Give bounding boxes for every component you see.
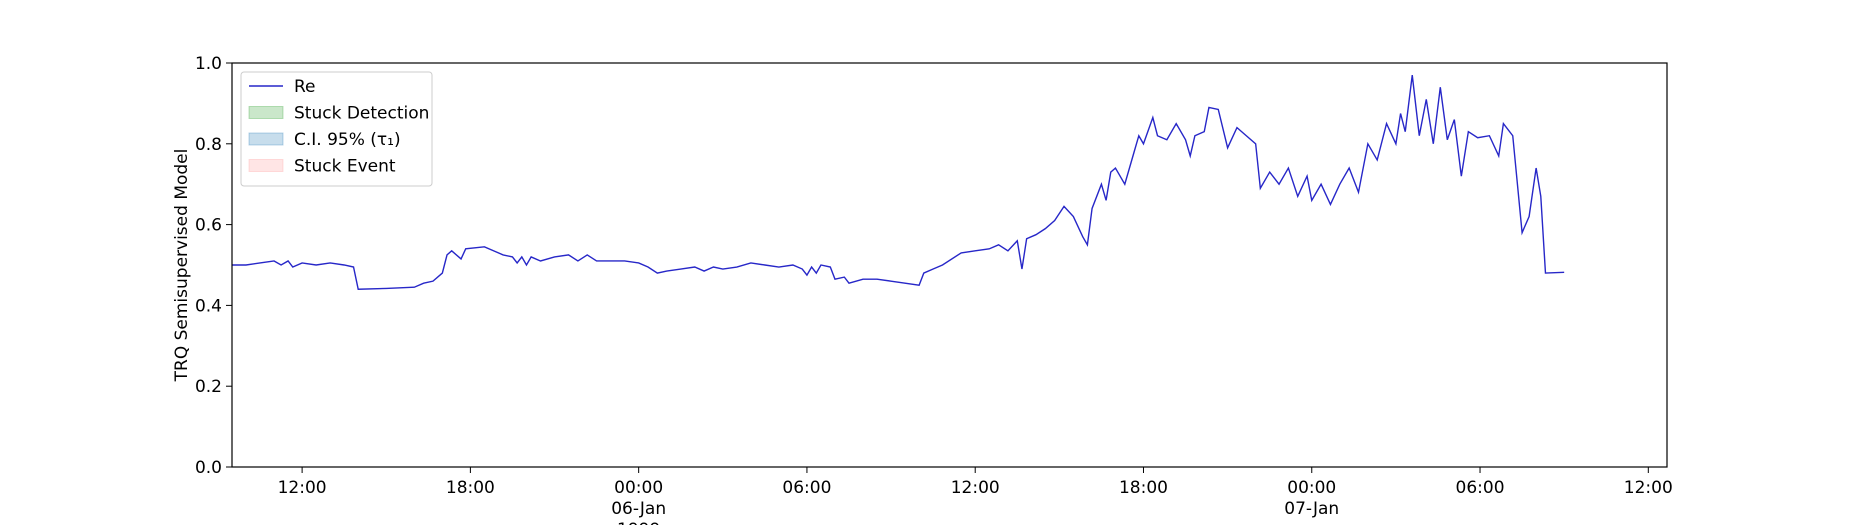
x-tick-label: 06:00 xyxy=(1456,478,1505,498)
x-tick-label: 1999 xyxy=(617,520,660,525)
y-axis-title: TRQ Semisupervised Model xyxy=(172,149,192,383)
legend: Re Stuck Detection C.I. 95% (τ₁) Stuck Even… xyxy=(240,71,433,187)
y-tick-label: 1.0 xyxy=(195,54,222,74)
y-tick-label: 0.0 xyxy=(195,458,222,478)
y-tick-label: 0.2 xyxy=(195,377,222,397)
x-tick-label: 18:00 xyxy=(446,478,495,498)
x-tick-label: 00:00 xyxy=(1287,478,1336,498)
legend-label: Stuck Event xyxy=(294,157,396,177)
x-tick-label: 12:00 xyxy=(1624,478,1673,498)
x-tick-label: 06-Jan xyxy=(611,499,666,519)
x-tick-label: 00:00 xyxy=(614,478,663,498)
x-axis: 12:0018:0000:0006-Jan199906:0012:0018:00… xyxy=(278,467,1673,525)
y-tick-label: 0.8 xyxy=(195,135,222,155)
x-tick-label: 06:00 xyxy=(782,478,831,498)
legend-swatch-patch xyxy=(248,132,284,146)
y-tick-label: 0.4 xyxy=(195,296,222,316)
legend-label: Re xyxy=(294,77,316,97)
series-line-re xyxy=(232,75,1565,290)
x-tick-label: 12:00 xyxy=(951,478,1000,498)
y-axis: 0.0 0.2 0.4 0.6 0.8 1.0 xyxy=(195,54,232,478)
x-tick-label: 07-Jan xyxy=(1284,499,1339,519)
legend-swatch-patch xyxy=(248,159,284,172)
plot-area xyxy=(232,75,1565,290)
y-tick-label: 0.6 xyxy=(195,216,222,236)
plot-frame xyxy=(231,62,1668,468)
legend-box xyxy=(240,71,433,187)
legend-label: Stuck Detection xyxy=(294,104,429,124)
x-tick-label: 12:00 xyxy=(278,478,327,498)
legend-label: C.I. 95% (τ₁) xyxy=(294,130,401,150)
x-tick-label: 18:00 xyxy=(1119,478,1168,498)
legend-swatch-patch xyxy=(248,106,284,119)
